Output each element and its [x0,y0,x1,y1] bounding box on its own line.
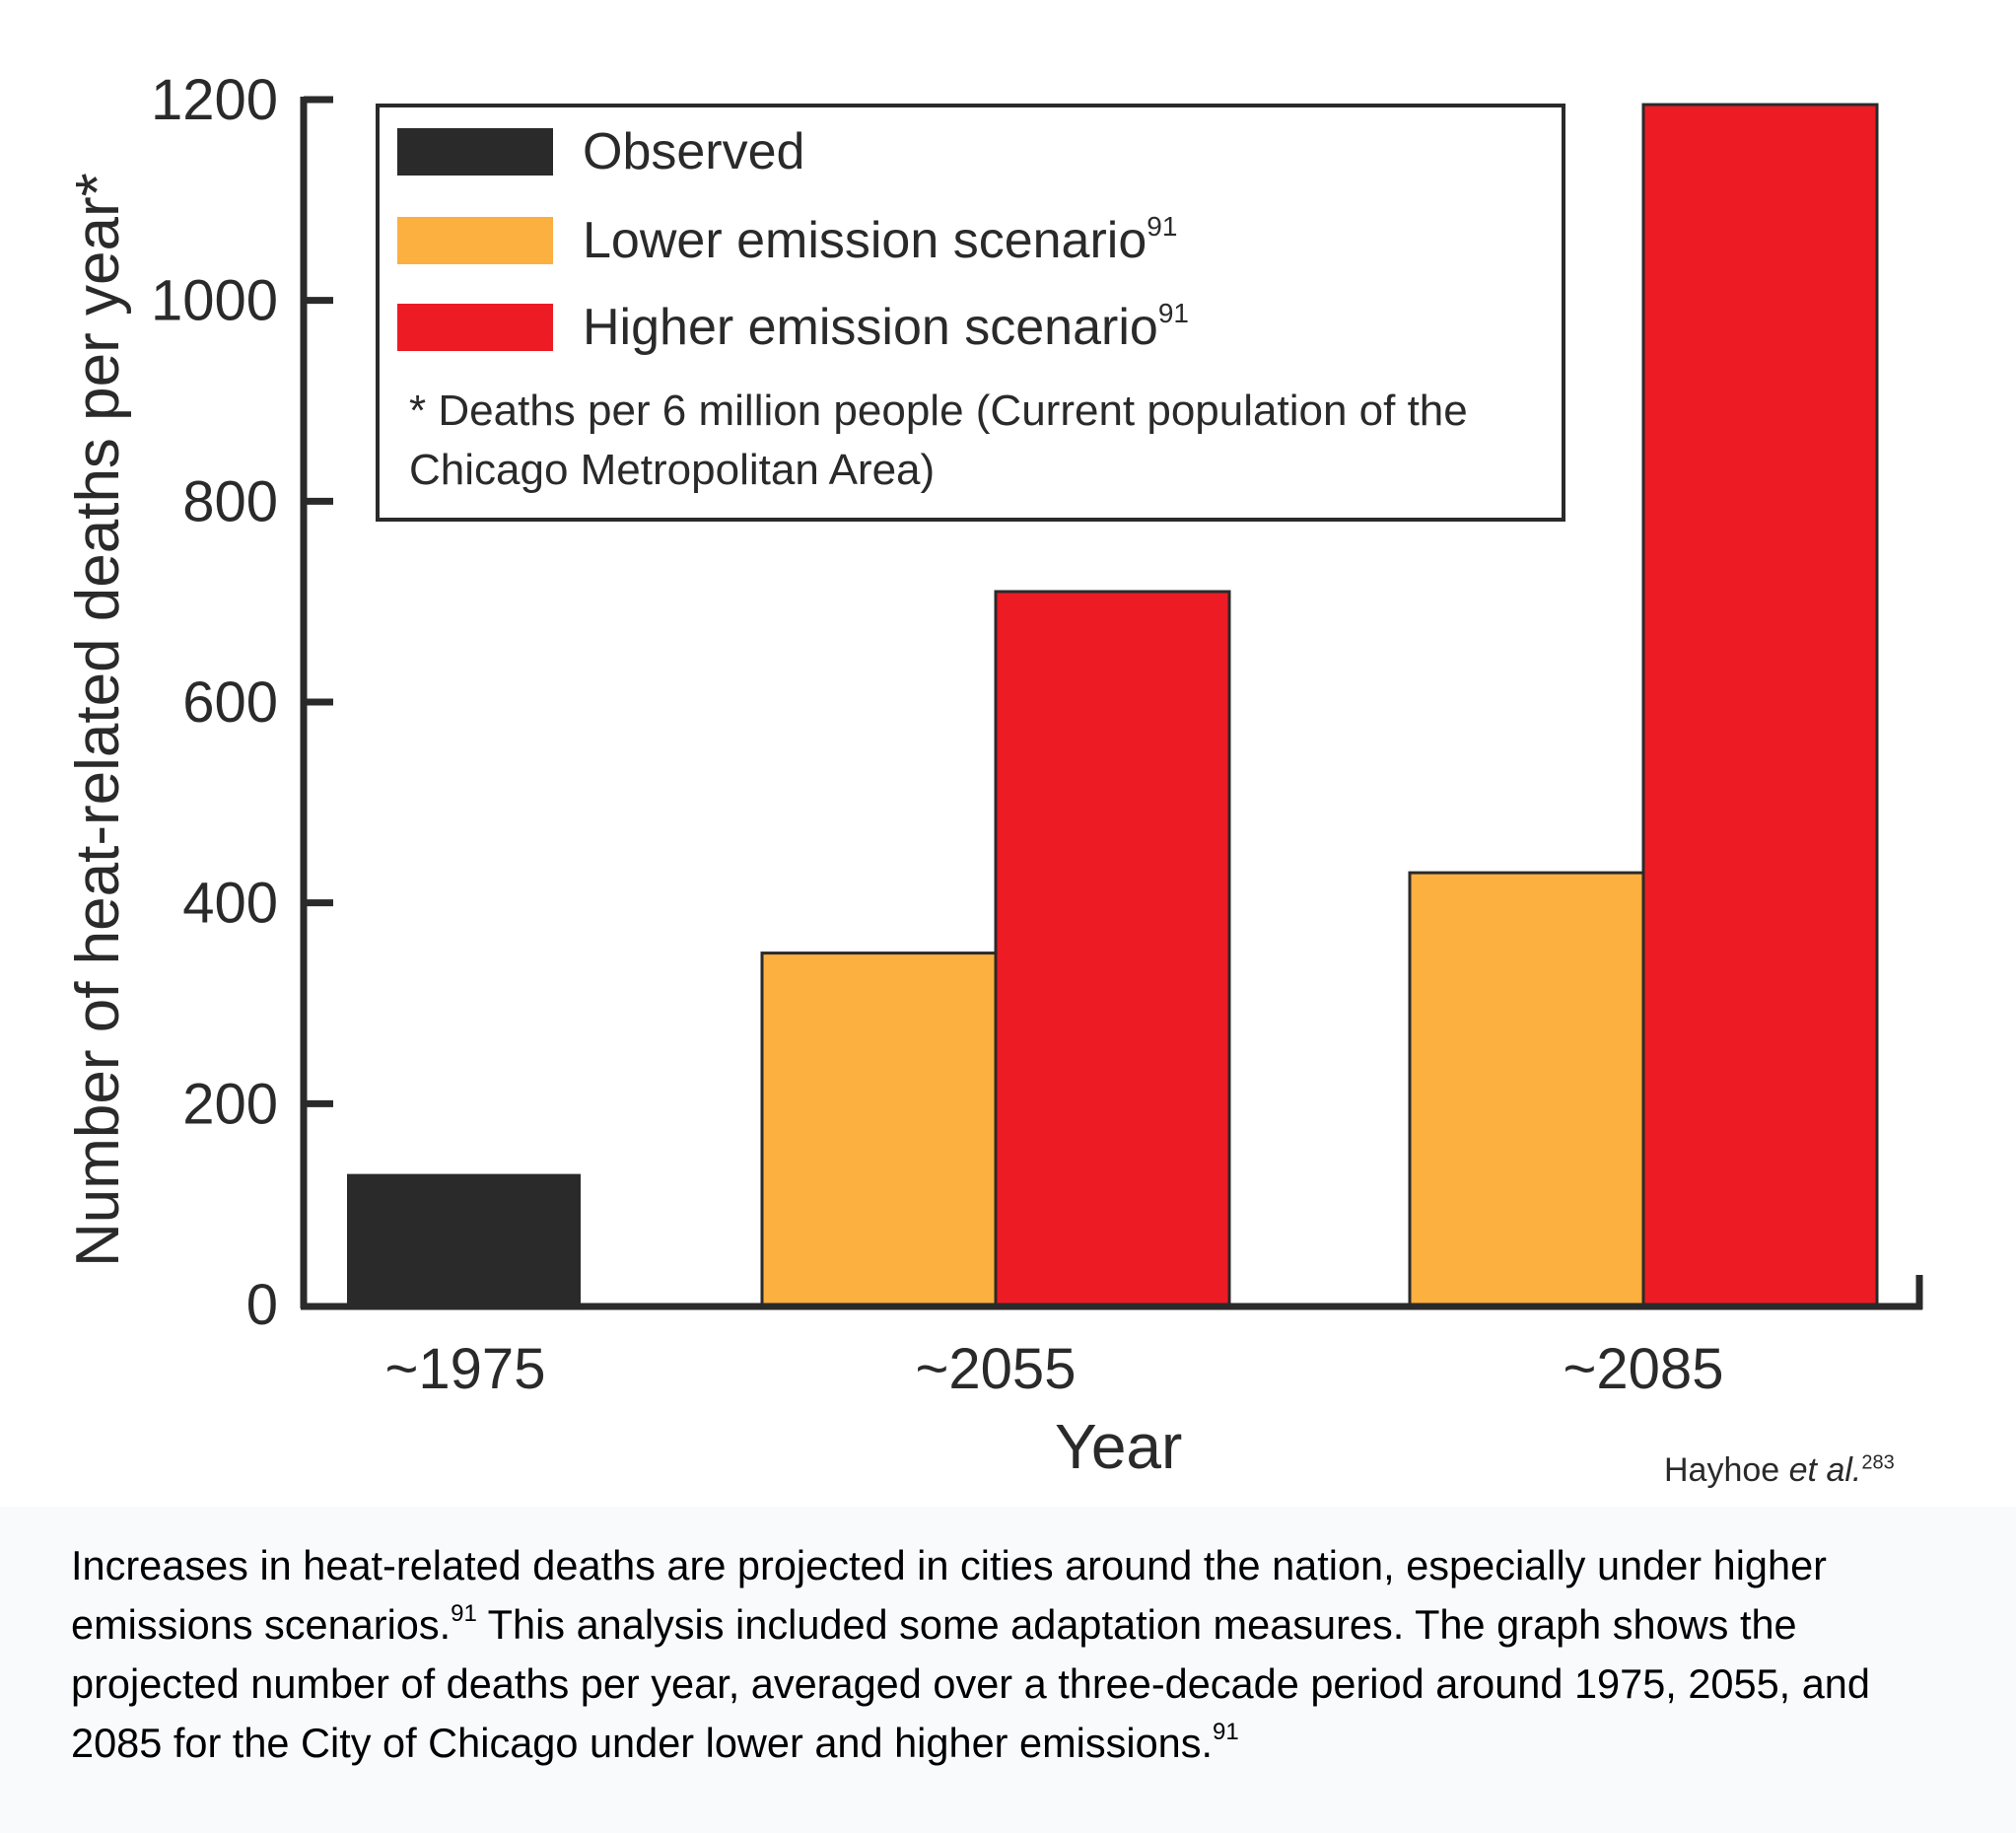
source-author: Hayhoe [1664,1451,1789,1489]
bar-2085-lower [1408,871,1645,1306]
bar-2055-higher [994,590,1231,1306]
legend-label-higher: Higher emission scenario [583,299,1158,356]
y-tick-label: 400 [182,872,278,936]
y-tick-label: 1200 [151,68,278,132]
caption-ref-2: 91 [1213,1719,1239,1745]
legend-item-lower: Lower emission scenario91 [397,211,1177,269]
x-tick-label: ~2055 [916,1337,1077,1401]
y-tick-label: 800 [182,469,278,533]
bar-chart: 0 200 400 600 800 1000 1200 ~1975 ~2055 ~2085 [151,68,1923,1401]
y-axis-label: Number of heat-related deaths per year* [64,173,132,1267]
x-axis-label: Year [1055,1411,1183,1482]
caption-ref-1: 91 [451,1600,477,1627]
legend-item-observed: Observed [397,123,804,180]
legend-footnote: * Deaths per 6 million people (Current p… [409,387,1468,494]
y-tick-label: 600 [182,670,278,735]
source-etal: et al. [1788,1451,1862,1489]
legend-label-lower: Lower emission scenario [583,212,1147,269]
legend: Observed Lower emission scenario91 Highe… [376,104,1565,522]
legend-item-higher: Higher emission scenario91 [397,298,1189,356]
y-tick-label: 1000 [151,269,278,333]
caption-part-1: Increases in heat-related deaths are pro… [71,1542,1827,1648]
legend-ref-higher: 91 [1157,298,1189,328]
source-credit: Hayhoe et al.283 [1664,1451,1895,1490]
bar-2085-higher [1641,103,1879,1306]
caption-text: Increases in heat-related deaths are pro… [71,1536,1964,1773]
bar-1975-observed [347,1173,581,1304]
x-tick-label: ~2085 [1564,1337,1724,1401]
y-tick-label: 200 [182,1072,278,1136]
x-tick-label: ~1975 [385,1337,546,1401]
legend-swatch-lower [397,217,553,264]
legend-swatch-observed [397,128,553,176]
chart-area: 0 200 400 600 800 1000 1200 ~1975 ~2055 ~2085 Num… [64,68,1923,1490]
caption-part-2: This analysis included some adaptation m… [71,1601,1870,1766]
legend-swatch-higher [397,304,553,351]
bar-2055-lower [760,952,998,1306]
legend-ref-lower: 91 [1147,211,1178,242]
figure-caption: Increases in heat-related deaths are pro… [0,1507,2016,1833]
source-ref: 283 [1861,1451,1895,1474]
y-tick-label: 0 [246,1273,278,1337]
legend-label-observed: Observed [583,123,805,180]
